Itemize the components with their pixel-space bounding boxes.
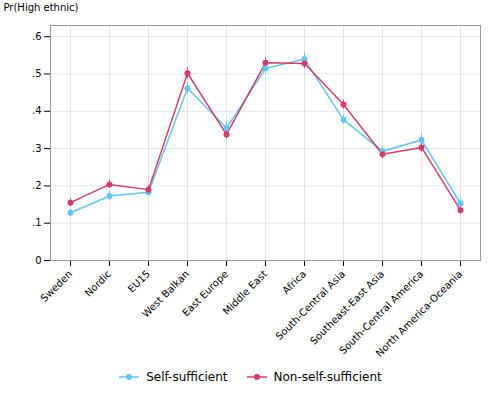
svg-text:Southeast-East Asia: Southeast-East Asia xyxy=(308,268,386,346)
svg-text:0: 0 xyxy=(35,255,41,266)
svg-text:West Balkan: West Balkan xyxy=(139,268,192,320)
svg-text:Sweden: Sweden xyxy=(38,268,74,304)
svg-text:East Europe: East Europe xyxy=(180,268,231,319)
svg-text:.2: .2 xyxy=(32,180,42,191)
svg-text:EU15: EU15 xyxy=(126,268,152,294)
svg-text:.4: .4 xyxy=(32,105,42,116)
svg-text:North America-Oceania: North America-Oceania xyxy=(374,268,465,359)
svg-text:Nordic: Nordic xyxy=(83,268,114,299)
svg-text:.3: .3 xyxy=(32,143,42,154)
svg-text:.1: .1 xyxy=(32,217,42,228)
svg-text:South-Central America: South-Central America xyxy=(337,268,426,357)
svg-text:Middle East: Middle East xyxy=(221,268,270,317)
html-text:Non-self-sufficient: Non-self-sufficient xyxy=(273,370,382,384)
svg-text:.6: .6 xyxy=(32,31,42,42)
svg-text:Africa: Africa xyxy=(280,268,308,296)
html-text:Self-sufficient: Self-sufficient xyxy=(146,370,228,384)
svg-text:.5: .5 xyxy=(32,68,42,79)
svg-text:Pr(High ethnic): Pr(High ethnic) xyxy=(4,2,79,13)
svg-text:South-Central Asia: South-Central Asia xyxy=(273,268,347,342)
